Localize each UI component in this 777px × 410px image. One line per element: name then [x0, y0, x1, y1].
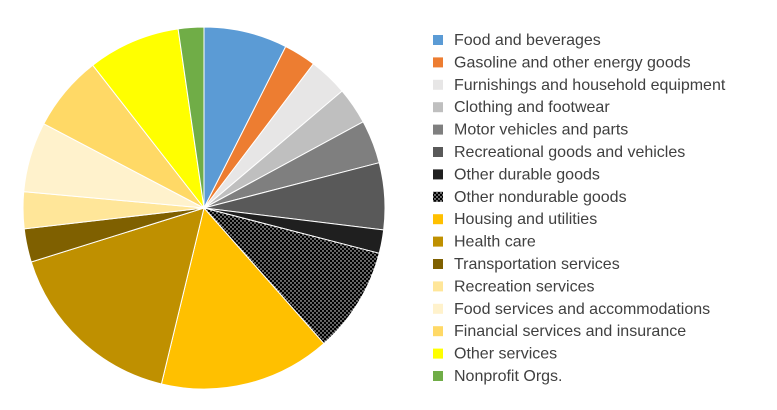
legend-label-15: Other services — [454, 346, 557, 363]
legend-label-6: Recreational goods and vehicles — [454, 144, 685, 161]
pie-slice-8 — [202, 207, 380, 345]
legend-label-3: Furnishings and household equipment — [454, 77, 726, 94]
legend-swatch-15 — [433, 348, 443, 359]
legend-label-11: Transportation services — [454, 256, 620, 273]
legend-swatch-14 — [433, 326, 443, 337]
legend-swatch-10 — [433, 236, 443, 247]
legend-swatch-6 — [433, 147, 443, 157]
legend-label-10: Health care — [454, 234, 536, 251]
legend-label-16: Nonprofit Orgs. — [454, 368, 562, 385]
pie-slice-16 — [177, 26, 205, 209]
pie-slice-15 — [92, 28, 205, 210]
legend-label-5: Motor vehicles and parts — [454, 122, 628, 139]
legend-swatch-12 — [433, 281, 443, 292]
legend-swatch-13 — [433, 303, 443, 314]
legend-label-4: Clothing and footwear — [454, 99, 610, 116]
legend-label-7: Other durable goods — [454, 166, 600, 183]
legend-label-12: Recreation services — [454, 278, 595, 295]
legend-label-2: Gasoline and other energy goods — [454, 54, 691, 71]
legend-swatch-8 — [433, 191, 443, 202]
legend-label-14: Financial services and insurance — [454, 323, 686, 340]
legend-swatch-9 — [433, 214, 443, 225]
legend-label-9: Housing and utilities — [454, 211, 597, 228]
legend-label-8: Other nondurable goods — [454, 189, 627, 206]
legend-swatch-11 — [433, 259, 443, 269]
legend-swatch-1 — [433, 35, 443, 45]
legend-label-13: Food services and accommodations — [454, 301, 710, 318]
legend-swatch-2 — [433, 57, 443, 68]
pie-slices — [22, 26, 386, 390]
pie-slice-10 — [30, 207, 205, 385]
pie-slice-9 — [160, 206, 325, 390]
legend-swatch-4 — [433, 102, 443, 113]
legend-swatch-3 — [433, 79, 443, 90]
legend-label-1: Food and beverages — [454, 32, 601, 49]
legend-swatch-16 — [433, 371, 443, 381]
legend: Food and beverages Gasoline and other ene… — [433, 32, 726, 385]
legend-swatch-5 — [433, 124, 443, 135]
legend-swatch-7 — [433, 169, 443, 180]
